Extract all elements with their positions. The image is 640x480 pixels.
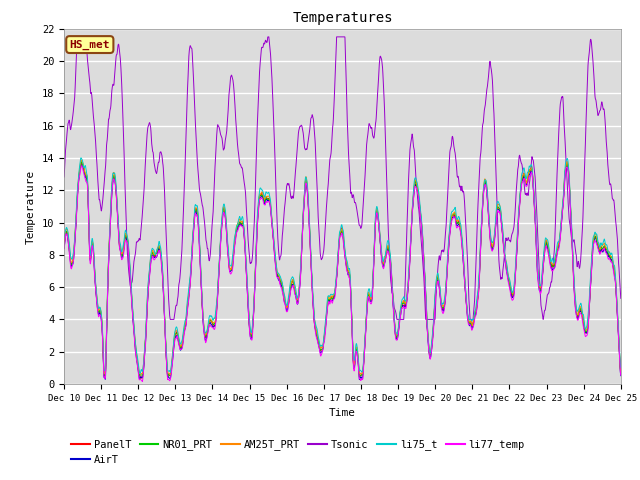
Text: HS_met: HS_met [70,39,110,49]
Legend: PanelT, AirT, NR01_PRT, AM25T_PRT, Tsonic, li75_t, li77_temp: PanelT, AirT, NR01_PRT, AM25T_PRT, Tsoni… [67,435,529,469]
Y-axis label: Temperature: Temperature [26,169,36,243]
X-axis label: Time: Time [329,408,356,418]
Title: Temperatures: Temperatures [292,11,393,25]
